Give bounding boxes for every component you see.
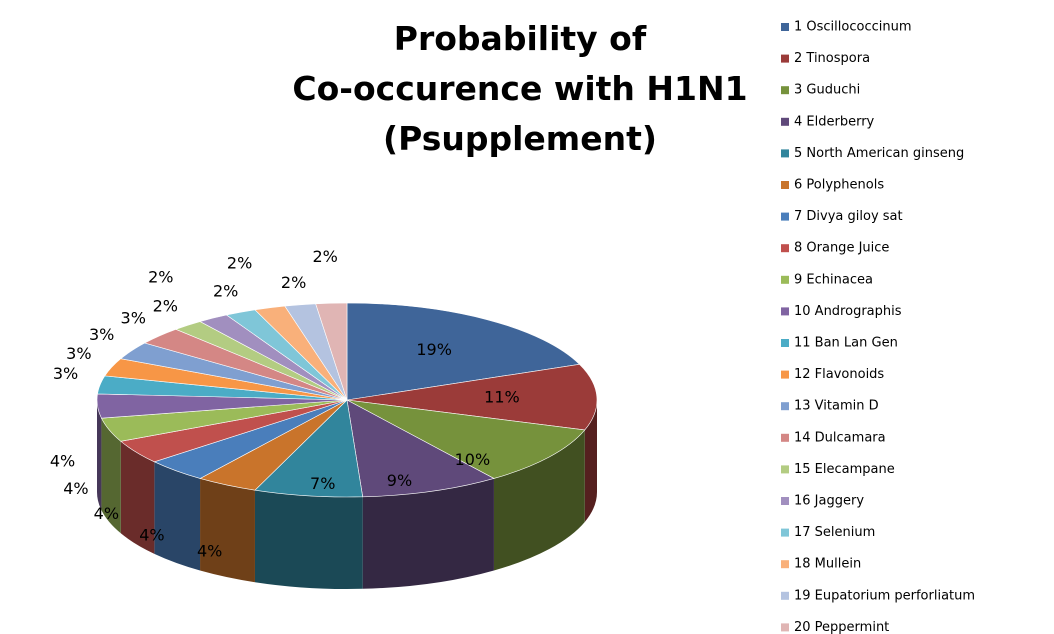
- data-label: 3%: [66, 344, 91, 363]
- legend-label: 18 Mullein: [794, 557, 861, 572]
- slice-side: [493, 429, 585, 571]
- legend-swatch: [781, 370, 789, 379]
- slice-side: [101, 418, 121, 534]
- data-label: 2%: [153, 296, 178, 315]
- legend-swatch: [781, 149, 789, 158]
- data-label: 19%: [416, 340, 452, 359]
- legend-label: 9 Echinacea: [794, 272, 873, 287]
- legend-label: 2 Tinospora: [794, 51, 870, 66]
- legend-swatch: [781, 275, 789, 284]
- legend-swatch: [781, 307, 789, 316]
- legend-label: 11 Ban Lan Gen: [794, 336, 898, 351]
- legend-swatch: [781, 54, 789, 63]
- legend-label: 20 Peppermint: [794, 620, 889, 634]
- legend-swatch: [781, 465, 789, 474]
- legend-label: 10 Andrographis: [794, 304, 902, 319]
- slice-side: [97, 400, 102, 511]
- slice-side: [584, 400, 597, 522]
- data-label: 4%: [50, 452, 75, 471]
- data-label: 3%: [89, 325, 114, 344]
- data-label: 3%: [53, 364, 78, 383]
- legend-label: 4 Elderberry: [794, 114, 875, 129]
- legend-label: 8 Orange Juice: [794, 241, 889, 256]
- slice: [254, 399, 364, 498]
- legend-swatch: [781, 244, 789, 253]
- legend-swatch: [781, 591, 789, 600]
- slice-side: [120, 441, 155, 554]
- legend-label: 15 Elecampane: [794, 462, 895, 477]
- slice: [346, 399, 495, 498]
- data-label: 2%: [227, 253, 252, 272]
- slice-side: [254, 490, 363, 589]
- legend-label: 13 Vitamin D: [794, 399, 879, 414]
- data-label: 10%: [455, 450, 491, 469]
- data-label: 7%: [310, 474, 335, 493]
- data-label: 2%: [213, 281, 238, 300]
- data-label: 3%: [121, 308, 146, 327]
- data-label: 4%: [94, 504, 119, 523]
- data-label: 11%: [484, 388, 520, 407]
- legend-swatch: [781, 86, 789, 95]
- data-label: 9%: [387, 471, 412, 490]
- legend-swatch: [781, 339, 789, 347]
- chart-title: Probability of Co-occurence with H1N1 (P…: [292, 19, 748, 158]
- legend-swatch: [781, 402, 789, 411]
- slice: [346, 399, 586, 479]
- legend-swatch: [781, 181, 789, 189]
- slice: [315, 302, 348, 401]
- data-label: 2%: [281, 273, 306, 292]
- slice: [346, 363, 598, 431]
- legend-swatch: [781, 212, 789, 221]
- legend-label: 19 Eupatorium perforliatum: [794, 588, 975, 603]
- legend-label: 14 Dulcamara: [794, 430, 886, 445]
- slice-side: [154, 461, 201, 571]
- legend-label: 17 Selenium: [794, 525, 875, 540]
- data-label: 2%: [312, 247, 337, 266]
- data-label: 4%: [197, 542, 222, 561]
- legend-swatch: [781, 623, 789, 632]
- data-label: 4%: [63, 479, 88, 498]
- legend-label: 1 Oscillococcinum: [794, 20, 912, 35]
- legend-label: 12 Flavonoids: [794, 367, 884, 382]
- legend-swatch: [781, 23, 789, 31]
- slice-side: [362, 478, 494, 589]
- legend-swatch: [781, 560, 789, 569]
- data-label: 4%: [139, 525, 164, 544]
- legend-label: 16 Jaggery: [794, 494, 864, 509]
- legend-label: 7 Divya giloy sat: [794, 209, 903, 224]
- legend-swatch: [781, 117, 789, 126]
- data-label: 2%: [148, 268, 173, 287]
- legend-swatch: [781, 497, 789, 505]
- legend-label: 6 Polyphenols: [794, 178, 884, 193]
- slice-side: [200, 478, 255, 583]
- slice: [346, 302, 581, 401]
- legend-label: 5 North American ginseng: [794, 146, 964, 161]
- legend-swatch: [781, 433, 789, 442]
- legend-label: 3 Guduchi: [794, 83, 860, 98]
- legend-swatch: [781, 528, 789, 537]
